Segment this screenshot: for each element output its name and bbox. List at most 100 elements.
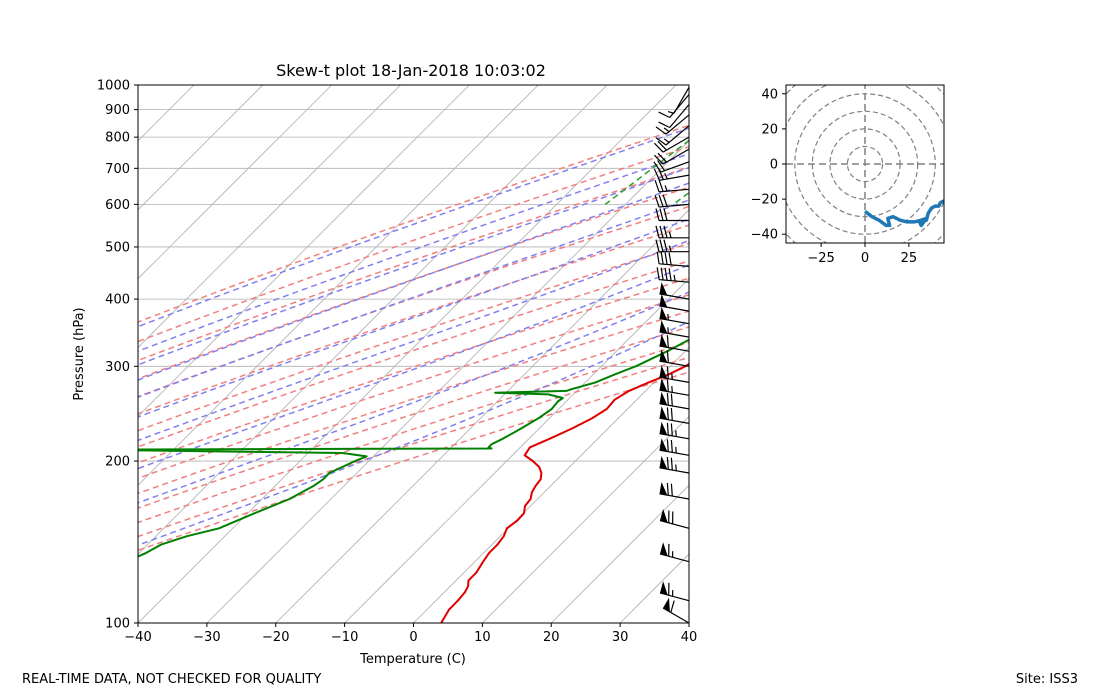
barb-full [670, 483, 673, 497]
y-tick-label: 600 [105, 198, 130, 213]
barb-shaft [659, 263, 690, 267]
barb-half [673, 274, 676, 282]
barb-pennant [659, 282, 668, 296]
barb-half [663, 127, 670, 133]
wind-barb [659, 320, 690, 338]
barb-half [664, 185, 668, 192]
barb-pennant [659, 306, 668, 320]
barb-full [657, 160, 666, 172]
site-label: Site: ISS3 [1015, 672, 1078, 687]
barb-full [668, 268, 672, 281]
wind-barb [659, 581, 690, 602]
y-tick-label: 1000 [97, 79, 130, 94]
barb-full [657, 140, 667, 151]
x-tick-label: −40 [124, 630, 151, 645]
barb-pennant [659, 334, 668, 348]
wind-barb [659, 421, 690, 440]
barb-full [664, 252, 668, 265]
wind-barb [659, 349, 690, 367]
isotherm-line [138, 85, 608, 555]
barb-full [670, 457, 673, 471]
dry-adiabat-line [138, 277, 689, 464]
wind-barb [659, 365, 690, 383]
y-axis-label: Pressure (hPa) [72, 307, 87, 400]
wind-barb [655, 239, 689, 253]
wind-barb [656, 267, 690, 283]
barb-pennant [659, 294, 668, 308]
x-tick-label: 0 [409, 630, 417, 645]
dry-adiabat-line [138, 186, 689, 380]
barb-full [653, 168, 661, 181]
barb-half [671, 373, 673, 380]
y-tick-label: 400 [105, 293, 130, 308]
dry-adiabat-line [138, 260, 689, 448]
barb-full [655, 225, 660, 238]
barb-full [666, 482, 669, 496]
temperature-profile [440, 362, 689, 623]
mixing-ratio-line [965, 74, 1100, 205]
barb-full [670, 393, 673, 406]
barb-pennant [660, 581, 668, 595]
dry-adiabat-line [138, 242, 689, 432]
skew-t-plot: Skew-t plot 18-Jan-2018 10:03:02 −40 −30−… [72, 61, 1100, 667]
x-tick-label: 20 [543, 630, 560, 645]
barb-full [666, 379, 669, 392]
barb-full [654, 180, 660, 193]
y-tick-label: 500 [105, 240, 130, 255]
barb-full [670, 439, 673, 453]
barb-full [653, 154, 664, 165]
hodograph-y-tick-label: −40 [751, 228, 778, 243]
mixing-ratio-line [729, 74, 908, 205]
mixing-ratio-line [875, 74, 1064, 205]
barb-half [663, 138, 670, 143]
isotherm-line [138, 85, 677, 623]
barb-shaft [659, 279, 690, 283]
hodograph-axes: −25 0 25 −40 −20 0 20 40 [751, 87, 918, 266]
chart-title: Skew-t plot 18-Jan-2018 10:03:02 [276, 61, 546, 80]
dry-adiabat-line [138, 124, 689, 323]
hodograph-x-tick-label: −25 [807, 251, 834, 266]
wind-barb [659, 542, 690, 563]
barb-full [660, 251, 664, 265]
wind-barb [655, 125, 690, 146]
barb-full [655, 126, 667, 135]
barb-half [668, 231, 672, 238]
barb-pennant [660, 508, 668, 523]
barb-pennant [659, 391, 668, 406]
wind-barb [659, 508, 690, 529]
barb-full [666, 422, 669, 436]
barb-shaft [669, 94, 690, 118]
barb-full [666, 392, 669, 406]
y-tick-label: 900 [105, 103, 130, 118]
y-tick-label: 800 [105, 131, 130, 146]
barb-shaft [659, 188, 690, 193]
barb-full [657, 152, 667, 163]
moist-adiabat-line [138, 264, 689, 470]
x-axis-label: Temperature (C) [359, 652, 466, 667]
x-tick-label: −20 [262, 630, 289, 645]
moist-adiabat-line [138, 218, 689, 418]
barb-pennant [659, 421, 668, 435]
skew-t-profiles [138, 338, 689, 623]
barb-full [659, 239, 664, 252]
barb-full [658, 121, 670, 129]
barb-full [666, 407, 669, 420]
isotherm-line [138, 85, 470, 417]
barb-full [659, 225, 664, 238]
wind-barbs [653, 87, 690, 624]
barb-full [662, 194, 668, 207]
wind-barb [658, 104, 690, 129]
wind-barb [655, 114, 690, 135]
wind-barb [659, 378, 690, 396]
barb-full [653, 142, 664, 153]
wind-barb [667, 87, 690, 114]
wind-barb [659, 391, 690, 410]
barb-shaft [669, 104, 690, 128]
barb-full [654, 195, 660, 208]
isotherm-line [138, 85, 539, 486]
barb-pennant [659, 349, 668, 363]
dry-adiabat-line [138, 371, 689, 552]
barb-full [664, 268, 668, 281]
barb-full [663, 239, 668, 252]
mixing-ratio-line [996, 74, 1100, 205]
